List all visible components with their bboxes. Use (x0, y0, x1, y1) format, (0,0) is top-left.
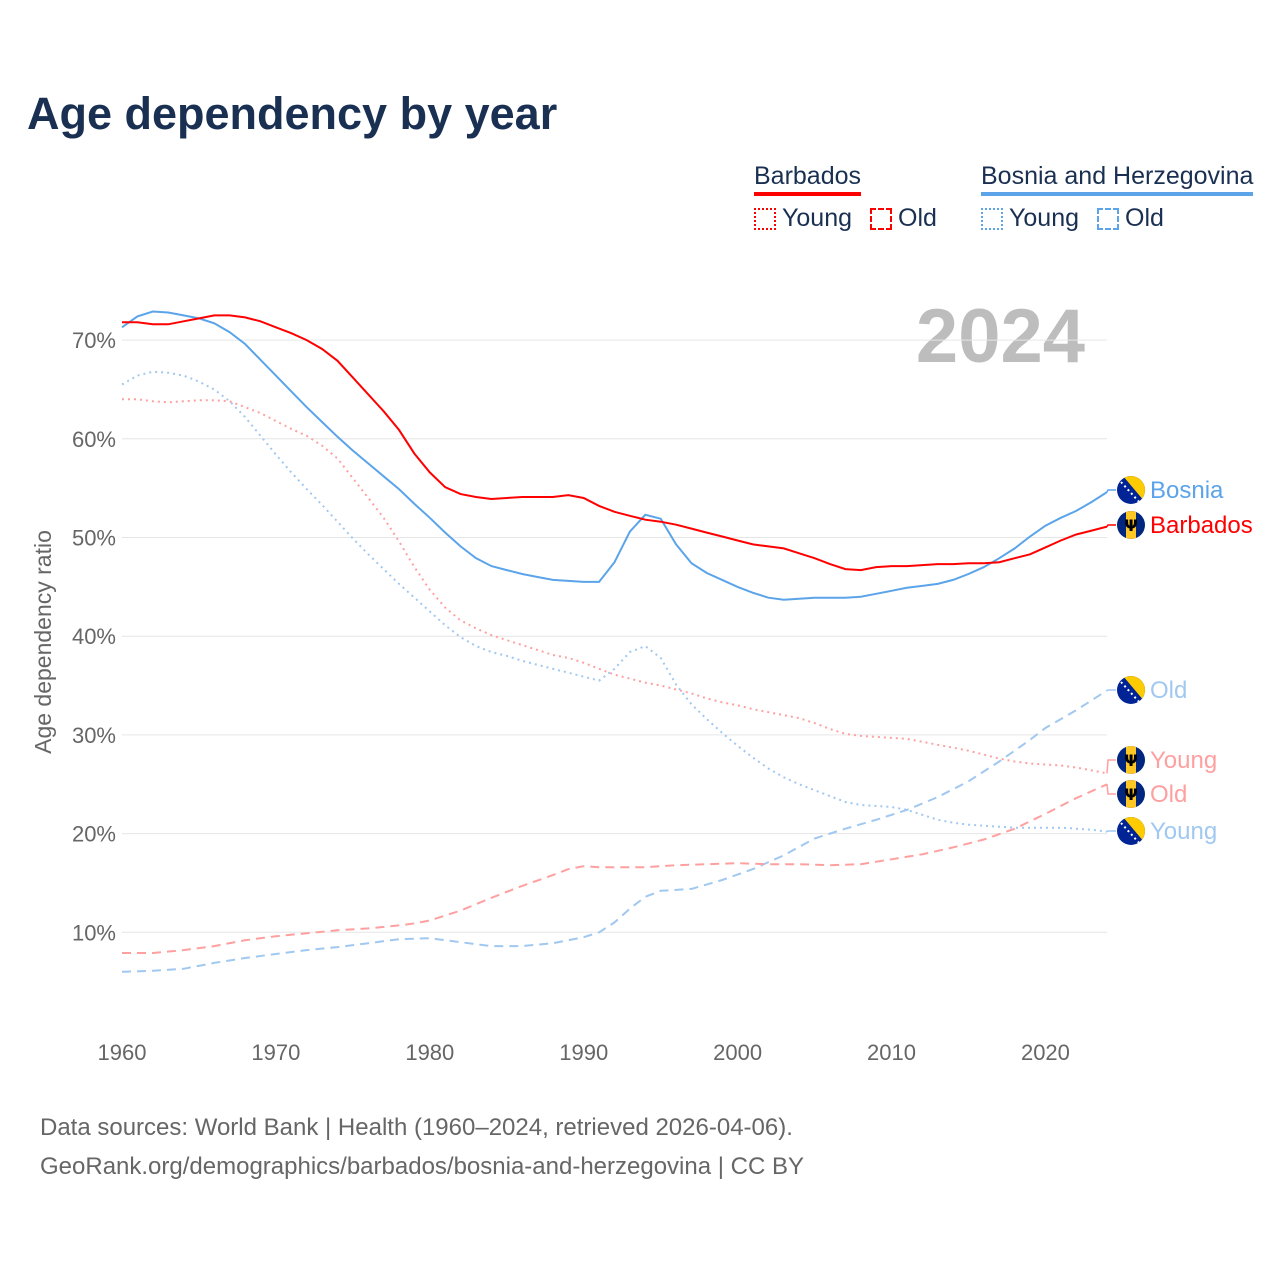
x-tick-label: 1980 (405, 1040, 454, 1065)
svg-text:Ψ: Ψ (1124, 751, 1138, 770)
end-label: Young (1150, 818, 1217, 845)
label-connector (1106, 759, 1116, 774)
legend-barbados: Barbados Young Old (754, 162, 951, 233)
y-axis-label: Age dependency ratio (30, 530, 56, 754)
chart-title: Age dependency by year (27, 88, 558, 139)
legend-label: Young (782, 204, 852, 232)
legend-barbados-old[interactable]: Old (870, 204, 937, 233)
barbados-flag-icon: Ψ (1117, 511, 1145, 539)
x-tick-label: 1990 (559, 1040, 608, 1065)
legend-bosnia-old[interactable]: Old (1097, 204, 1164, 233)
dotted-swatch-icon (754, 207, 776, 230)
legend-label: Old (898, 204, 937, 232)
x-tick-label: 1970 (251, 1040, 300, 1065)
legend-bosnia-young[interactable]: Young (981, 204, 1079, 233)
legend-bosnia: Bosnia and Herzegovina Young Old (981, 162, 1254, 233)
svg-text:Ψ: Ψ (1124, 516, 1138, 535)
end-label: Old (1150, 781, 1187, 808)
series-line-bosnia-and-herzegovina-old[interactable] (121, 689, 1108, 973)
year-watermark: 2024 (916, 294, 1085, 379)
y-tick-label: 30% (72, 723, 116, 748)
y-tick-label: 60% (72, 427, 116, 452)
x-tick-label: 1960 (98, 1040, 147, 1065)
end-label: Barbados (1150, 512, 1253, 539)
y-tick-label: 50% (72, 526, 116, 551)
series-line-barbados-young[interactable] (122, 398, 1108, 775)
barbados-flag-icon: Ψ (1117, 780, 1145, 808)
x-tick-label: 2000 (713, 1040, 762, 1065)
legend-label: Young (1009, 204, 1079, 232)
svg-text:Ψ: Ψ (1124, 785, 1138, 804)
series-line-bosnia-and-herzegovina-total[interactable] (121, 310, 1108, 601)
y-tick-label: 40% (72, 624, 116, 649)
end-label: Young (1150, 747, 1217, 774)
end-label: Bosnia (1150, 477, 1224, 504)
series-line-barbados-total[interactable] (122, 314, 1108, 572)
bosnia-flag-icon (1117, 676, 1145, 704)
source-line-1: Data sources: World Bank | Health (1960–… (40, 1114, 793, 1141)
barbados-flag-icon: Ψ (1117, 746, 1145, 774)
label-connector (1106, 489, 1116, 493)
end-label: Old (1150, 677, 1187, 704)
dashed-swatch-icon (870, 207, 892, 230)
x-tick-label: 2010 (867, 1040, 916, 1065)
legend-label: Old (1125, 204, 1164, 232)
x-tick-label: 2020 (1021, 1040, 1070, 1065)
source-note: Data sources: World Bank | Health (1960–… (40, 1108, 804, 1186)
dotted-swatch-icon (981, 207, 1003, 230)
dashed-swatch-icon (1097, 207, 1119, 230)
label-connector (1106, 784, 1116, 795)
bosnia-flag-icon (1117, 817, 1145, 845)
series-line-bosnia-and-herzegovina-young[interactable] (121, 370, 1108, 833)
label-connector (1106, 830, 1116, 833)
source-line-2[interactable]: GeoRank.org/demographics/barbados/bosnia… (40, 1153, 805, 1180)
legend-country-barbados[interactable]: Barbados (754, 162, 862, 196)
label-connector (1106, 524, 1116, 528)
legend-barbados-young[interactable]: Young (754, 204, 852, 233)
series-line-barbados-old[interactable] (122, 783, 1108, 954)
legend-country-bosnia[interactable]: Bosnia and Herzegovina (981, 162, 1254, 196)
y-tick-label: 70% (72, 328, 116, 353)
y-tick-label: 20% (72, 822, 116, 847)
y-tick-label: 10% (72, 920, 116, 945)
bosnia-flag-icon (1117, 476, 1145, 504)
